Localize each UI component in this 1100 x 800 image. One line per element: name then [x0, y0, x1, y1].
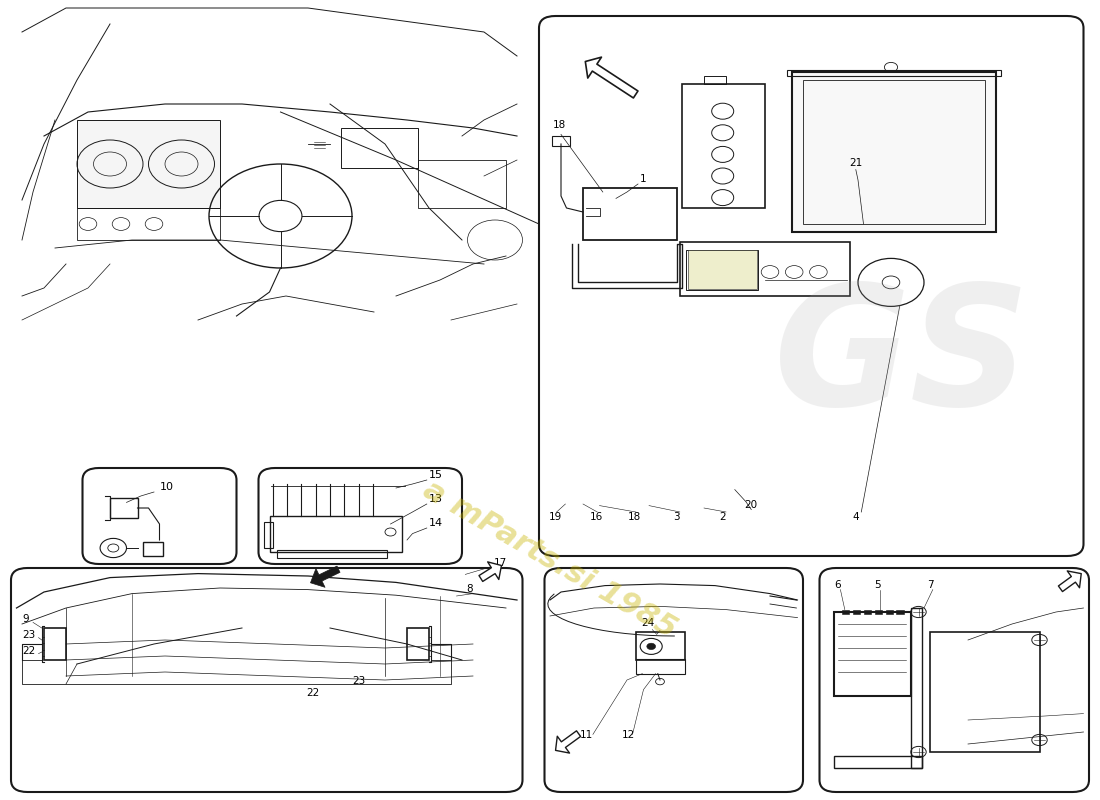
Text: GS: GS	[773, 278, 1031, 442]
Bar	[930, 632, 1040, 752]
Bar	[803, 80, 984, 224]
Bar	[418, 160, 506, 208]
Text: 22: 22	[306, 687, 319, 698]
Bar	[686, 250, 758, 290]
Text: 6: 6	[834, 579, 840, 590]
Bar	[552, 136, 570, 146]
Bar	[834, 612, 911, 696]
Bar	[896, 610, 904, 614]
Text: 21: 21	[849, 158, 862, 168]
Text: 18: 18	[628, 512, 641, 522]
Text: 23: 23	[352, 675, 365, 686]
Text: 19: 19	[549, 512, 562, 522]
Text: 5: 5	[874, 579, 881, 590]
Bar	[636, 632, 685, 660]
Bar	[110, 498, 138, 518]
Bar	[583, 188, 676, 240]
Text: 23: 23	[22, 630, 35, 640]
Bar	[407, 628, 429, 660]
Bar	[682, 84, 764, 208]
Bar	[341, 128, 418, 168]
Text: 16: 16	[590, 512, 603, 522]
Bar	[680, 242, 850, 296]
Bar	[636, 659, 685, 674]
Text: 15: 15	[429, 470, 443, 480]
Bar	[277, 550, 387, 558]
Text: 3: 3	[673, 512, 680, 522]
Text: 12: 12	[621, 730, 635, 740]
Bar	[264, 522, 273, 548]
Circle shape	[647, 643, 656, 650]
Text: 14: 14	[429, 518, 443, 528]
Bar	[792, 72, 996, 232]
Bar	[270, 516, 402, 552]
Text: 7: 7	[927, 579, 934, 590]
Bar	[704, 76, 726, 84]
Text: 22: 22	[22, 646, 35, 656]
Bar	[874, 610, 882, 614]
Bar	[143, 542, 163, 556]
Text: 2: 2	[719, 512, 726, 522]
Text: 9: 9	[22, 614, 29, 624]
Bar	[886, 610, 893, 614]
Text: 10: 10	[160, 482, 174, 492]
Bar	[834, 756, 922, 768]
Bar	[911, 608, 922, 768]
Bar	[842, 610, 849, 614]
Bar	[852, 610, 860, 614]
Text: a mParts.si 1985: a mParts.si 1985	[418, 475, 682, 645]
Text: 20: 20	[745, 499, 758, 510]
Text: 11: 11	[580, 730, 593, 740]
Text: 8: 8	[466, 584, 473, 594]
Text: 24: 24	[641, 618, 654, 628]
Text: 1: 1	[640, 174, 647, 184]
Bar	[864, 610, 871, 614]
Text: 18: 18	[553, 119, 566, 130]
Bar	[786, 70, 1001, 76]
Text: 13: 13	[429, 494, 443, 504]
Bar	[688, 250, 757, 289]
Text: 17: 17	[494, 558, 507, 568]
Text: 4: 4	[852, 512, 859, 522]
Bar	[44, 628, 66, 660]
Bar	[77, 120, 220, 208]
Bar	[77, 208, 220, 240]
